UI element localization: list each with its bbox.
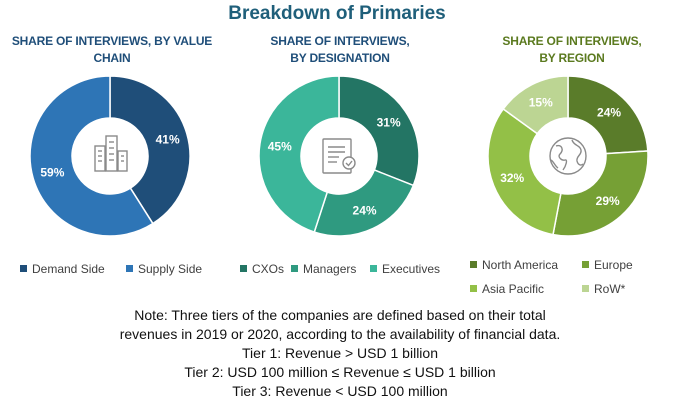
data-label: 24%: [353, 203, 377, 217]
data-label: 45%: [268, 140, 292, 154]
chart-title-line: SHARE OF INTERVIEWS,: [502, 34, 642, 48]
legend-item-asia-pacific: Asia Pacific: [470, 282, 544, 296]
data-label: 41%: [156, 132, 180, 146]
legend-label: North America: [482, 258, 559, 272]
legend-label: Executives: [382, 262, 441, 276]
legend-swatch: [126, 265, 133, 272]
legend-item-demand-side: Demand Side: [20, 262, 105, 276]
legend-label: Managers: [303, 262, 357, 276]
data-label: 15%: [529, 96, 553, 110]
footnote-line: revenues in 2019 or 2020, according to t…: [119, 326, 561, 342]
legend-label: Supply Side: [138, 262, 203, 276]
legend-label: CXOs: [252, 262, 285, 276]
legend-item-supply-side: Supply Side: [126, 262, 202, 276]
legend-swatch: [291, 265, 298, 272]
legend-swatch: [470, 285, 477, 292]
data-label: 59%: [40, 166, 64, 180]
legend-swatch: [470, 261, 477, 268]
globe-icon: [549, 137, 587, 175]
legend-label: RoW*: [594, 282, 626, 296]
legend-label: Asia Pacific: [482, 282, 545, 296]
legend-swatch: [240, 265, 247, 272]
donut-hole: [301, 118, 377, 194]
chart-title-line: BY DESIGNATION: [290, 51, 390, 65]
legend-item-cxos: CXOs: [240, 262, 284, 276]
chart-title-designation: SHARE OF INTERVIEWS, BY DESIGNATION: [240, 33, 440, 67]
donut-chart-region: 24% 29% 32% 15%: [487, 75, 649, 237]
footnote-line: Tier 3: Revenue < USD 100 million: [232, 383, 448, 399]
legend-item-executives: Executives: [370, 262, 440, 276]
legend-swatch: [582, 285, 589, 292]
legend-item-row: RoW*: [582, 282, 625, 296]
legend-label: Demand Side: [32, 262, 105, 276]
footnote-line: Tier 1: Revenue > USD 1 billion: [242, 345, 438, 361]
data-label: 29%: [596, 194, 620, 208]
chart-title-line: BY REGION: [539, 51, 605, 65]
footnote-line: Note: Three tiers of the companies are d…: [134, 307, 546, 323]
certificate-icon: [322, 138, 356, 174]
donut-slice-cxos: [338, 75, 420, 187]
donut-hole: [72, 118, 148, 194]
legend-swatch: [370, 265, 377, 272]
chart-title-region: SHARE OF INTERVIEWS, BY REGION: [472, 33, 672, 67]
chart-title-line: SHARE OF INTERVIEWS, BY VALUE: [11, 34, 213, 48]
legend-item-europe: Europe: [582, 258, 633, 272]
chart-title-line: CHAIN: [93, 51, 131, 65]
donut-hole: [530, 118, 606, 194]
donut-chart-designation: 31% 24% 45%: [258, 75, 420, 237]
legend-swatch: [20, 265, 27, 272]
chart-title-line: SHARE OF INTERVIEWS,: [270, 34, 410, 48]
data-label: 24%: [597, 105, 621, 119]
chart-title-value-chain: SHARE OF INTERVIEWS, BY VALUE CHAIN: [2, 33, 222, 67]
donut-chart-value-chain: 41% 59%: [29, 75, 191, 237]
footnote-line: Tier 2: USD 100 million ≤ Revenue ≤ USD …: [184, 364, 496, 380]
page-title: Breakdown of Primaries: [228, 3, 446, 24]
footnote: Note: Three tiers of the companies are d…: [80, 306, 600, 401]
legend-label: Europe: [594, 258, 633, 272]
legend-item-managers: Managers: [291, 262, 356, 276]
buildings-icon: [94, 135, 128, 172]
legend-item-north-america: North America: [470, 258, 558, 272]
legend-swatch: [582, 261, 589, 268]
data-label: 32%: [500, 171, 524, 185]
data-label: 31%: [377, 115, 401, 129]
